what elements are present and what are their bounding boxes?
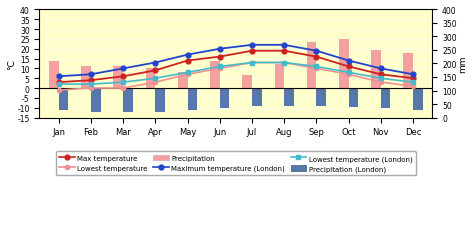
Bar bbox=[307, 43, 316, 89]
Bar bbox=[403, 54, 413, 89]
Bar bbox=[146, 69, 155, 89]
Bar bbox=[178, 73, 188, 89]
Bar bbox=[274, 65, 284, 89]
Y-axis label: °C: °C bbox=[7, 59, 16, 70]
Legend: Max temperature, Lowest temperature, Precipitation, Maximum temperature (London): Max temperature, Lowest temperature, Pre… bbox=[56, 152, 416, 176]
Bar bbox=[252, 89, 262, 106]
Bar bbox=[123, 89, 133, 113]
Bar bbox=[210, 62, 220, 89]
Bar bbox=[242, 75, 252, 89]
Y-axis label: mm: mm bbox=[458, 55, 467, 73]
Bar bbox=[188, 89, 197, 110]
Bar bbox=[113, 67, 123, 89]
Bar bbox=[316, 89, 326, 106]
Bar bbox=[49, 62, 59, 89]
Bar bbox=[371, 51, 381, 89]
Bar bbox=[381, 89, 391, 109]
Bar bbox=[348, 89, 358, 108]
Bar bbox=[91, 89, 100, 113]
Bar bbox=[82, 67, 91, 89]
Bar bbox=[284, 89, 294, 106]
Bar bbox=[155, 89, 165, 113]
Bar bbox=[220, 89, 229, 109]
Bar bbox=[413, 89, 423, 110]
Bar bbox=[339, 40, 348, 89]
Bar bbox=[59, 89, 68, 110]
